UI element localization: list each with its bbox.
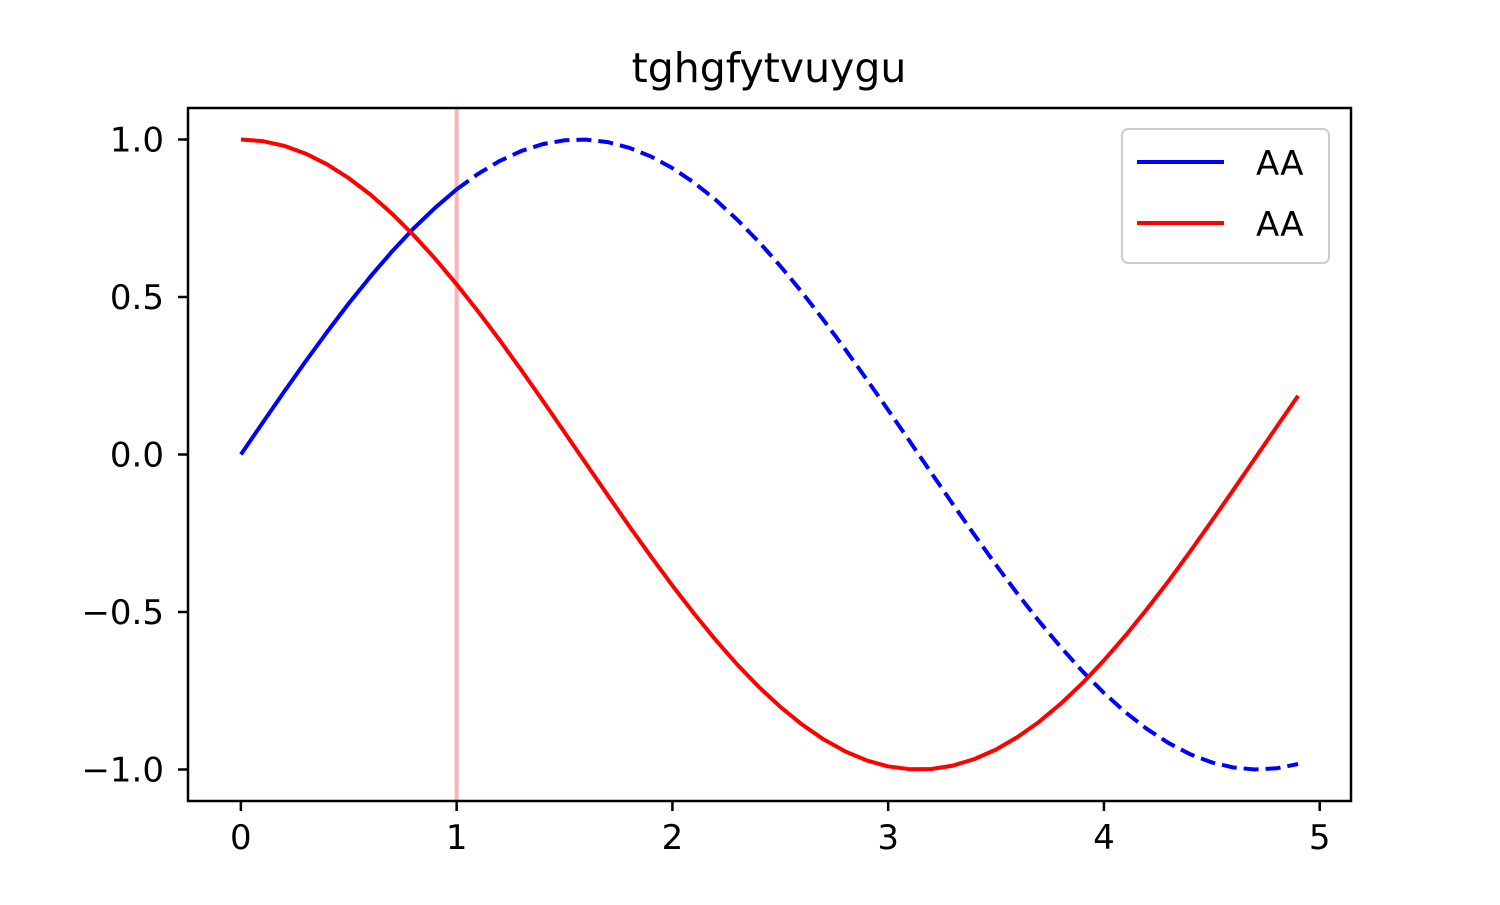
y-tick-label: −0.5 <box>81 593 164 633</box>
y-tick-label: 0.5 <box>110 278 164 318</box>
series-2-line <box>240 137 1300 772</box>
series-1-line-solid <box>239 187 458 456</box>
y-tick-label: 1.0 <box>110 121 164 161</box>
series-1-line-dashed <box>455 137 1299 772</box>
plot-area <box>239 108 1300 801</box>
x-tick-label: 0 <box>230 818 252 858</box>
legend-label-series-2: AA <box>1256 205 1303 245</box>
legend: AA AA <box>1121 128 1330 264</box>
y-tick-label: 0.0 <box>110 436 164 476</box>
legend-label-series-1: AA <box>1256 144 1303 184</box>
x-tick-label: 5 <box>1309 818 1331 858</box>
chart-title: tghgfytvuygu <box>632 44 907 92</box>
axis-ticks: 0 1 2 3 4 5 −1.0 −0.5 0.0 0.5 1.0 <box>81 121 1330 859</box>
x-tick-label: 2 <box>662 818 684 858</box>
x-tick-label: 3 <box>877 818 899 858</box>
x-tick-label: 4 <box>1093 818 1115 858</box>
x-tick-label: 1 <box>446 818 468 858</box>
y-tick-label: −1.0 <box>81 751 164 791</box>
